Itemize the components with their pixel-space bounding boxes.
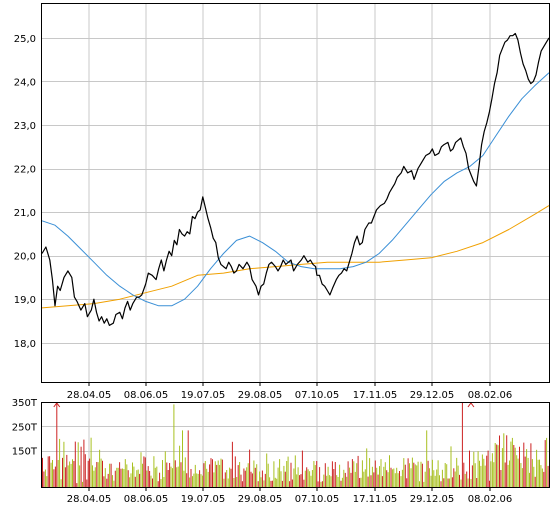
price-grid (41, 3, 550, 382)
volume-y-tick-label: 250T (12, 422, 38, 433)
price-x-tick-label: 28.04.05 (67, 390, 112, 401)
volume-x-tick-label: 17.11.05 (353, 494, 398, 505)
price-line (41, 32, 550, 326)
price-y-tick-label: 23,0 (14, 121, 36, 132)
volume-x-tick-label: 28.04.05 (67, 494, 112, 505)
volume-y-tick-label: 350T (12, 398, 38, 409)
volume-overflow-arrow (467, 402, 475, 408)
price-x-tick-label: 07.10.05 (295, 390, 340, 401)
price-x-tick-label: 29.08.05 (238, 390, 283, 401)
moving-average-long-line (41, 205, 550, 309)
price-x-ticks: 28.04.05 08.06.05 19.07.05 29.08.05 07.10.05… (67, 382, 513, 401)
price-x-tick-label: 08.02.06 (468, 390, 513, 401)
volume-x-tick-label: 19.07.05 (181, 494, 226, 505)
volume-x-tick-label: 08.02.06 (468, 494, 513, 505)
price-y-tick-label: 25,0 (14, 34, 36, 45)
price-x-tick-label: 08.06.05 (124, 390, 169, 401)
price-x-tick-label: 29.12.05 (410, 390, 455, 401)
price-y-tick-label: 24,0 (14, 77, 36, 88)
price-y-tick-label: 22,0 (14, 165, 36, 176)
price-frame (41, 3, 550, 383)
price-x-tick-label: 17.11.05 (353, 390, 398, 401)
price-y-tick-label: 20,0 (14, 252, 36, 263)
volume-x-tick-label: 29.08.05 (238, 494, 283, 505)
volume-x-ticks: 28.04.05 08.06.05 19.07.05 29.08.05 07.10.05… (67, 487, 513, 505)
volume-panel: 150T 250T 350T 28.04.05 08.06.05 19.07.05 29.… (12, 398, 550, 505)
volume-y-tick-label: 150T (12, 447, 38, 458)
moving-average-short-line (41, 72, 550, 307)
volume-bars (42, 402, 549, 487)
volume-y-ticks: 150T 250T 350T (12, 398, 38, 458)
price-panel: 18,0 19,0 20,0 21,0 22,0 23,0 24,0 25,0 28.04.0… (14, 3, 550, 401)
price-y-ticks: 18,0 19,0 20,0 21,0 22,0 23,0 24,0 25,0 (14, 34, 36, 350)
price-y-tick-label: 21,0 (14, 208, 36, 219)
price-y-tick-label: 18,0 (14, 339, 36, 350)
volume-x-tick-label: 07.10.05 (295, 494, 340, 505)
price-x-tick-label: 19.07.05 (181, 390, 226, 401)
volume-x-tick-label: 29.12.05 (410, 494, 455, 505)
price-lines (41, 32, 550, 326)
price-y-tick-label: 19,0 (14, 295, 36, 306)
volume-x-tick-label: 08.06.05 (124, 494, 169, 505)
